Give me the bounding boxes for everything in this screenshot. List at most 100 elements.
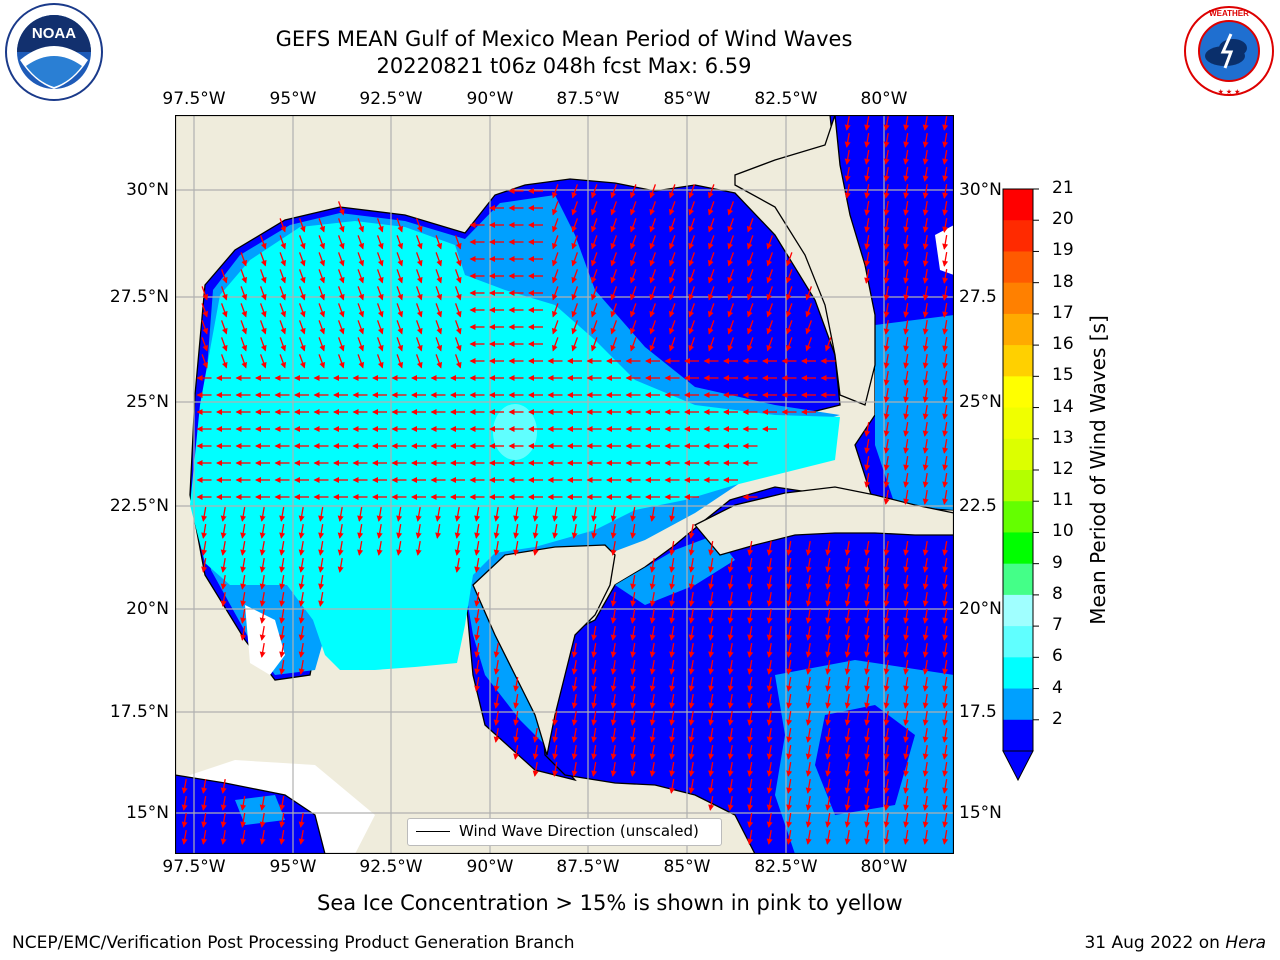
- wind-wave-arrow: [922, 659, 929, 675]
- wind-wave-arrow: [883, 727, 890, 743]
- wind-wave-arrow: [805, 659, 812, 675]
- wind-wave-arrow: [766, 778, 773, 794]
- wind-wave-arrow: [708, 659, 715, 675]
- colorbar-tick-label: 14: [1052, 396, 1074, 417]
- colorbar-segment: [1003, 563, 1033, 596]
- wind-wave-arrow: [883, 676, 890, 692]
- wind-wave-arrow: [766, 812, 773, 828]
- wind-wave-arrow: [551, 320, 559, 335]
- wind-wave-arrow: [766, 710, 773, 726]
- wind-wave-arrow: [922, 183, 929, 199]
- wind-wave-arrow: [766, 235, 774, 250]
- wind-wave-arrow: [805, 676, 812, 692]
- wind-wave-arrow: [786, 761, 793, 777]
- wind-wave-arrow: [551, 337, 559, 352]
- wind-wave-arrow: [805, 320, 813, 335]
- wind-wave-arrow: [688, 642, 695, 658]
- wind-wave-arrow: [298, 269, 306, 284]
- wind-wave-arrow: [864, 591, 871, 607]
- wind-wave-arrow: [942, 217, 949, 233]
- wind-wave-arrow: [396, 303, 404, 318]
- wind-wave-arrow: [844, 642, 851, 658]
- wind-wave-arrow: [864, 744, 871, 760]
- wind-wave-arrow: [688, 676, 695, 692]
- wind-wave-arrow: [844, 795, 851, 811]
- wind-wave-arrow: [922, 302, 929, 318]
- wind-wave-arrow: [571, 337, 579, 352]
- wind-wave-arrow: [298, 659, 305, 675]
- wind-wave-arrow: [376, 269, 384, 284]
- wind-wave-arrow: [649, 625, 656, 641]
- wind-wave-arrow: [318, 252, 326, 267]
- wind-wave-arrow: [922, 404, 929, 420]
- wind-wave-arrow: [220, 303, 228, 318]
- wind-wave-arrow: [435, 252, 443, 267]
- lon-label-top: 95°W: [269, 89, 317, 109]
- wind-wave-arrow: [727, 320, 735, 335]
- wind-wave-arrow: [825, 693, 832, 709]
- wind-wave-arrow: [883, 710, 890, 726]
- wind-wave-arrow: [630, 710, 637, 726]
- wind-wave-arrow: [435, 303, 443, 318]
- wind-wave-arrow: [708, 710, 715, 726]
- wind-wave-arrow: [942, 336, 949, 352]
- footer-right: 31 Aug 2022 on Hera: [1084, 933, 1266, 953]
- wind-wave-arrow: [610, 184, 618, 199]
- wind-wave-arrow: [551, 286, 559, 301]
- wind-wave-arrow: [805, 829, 812, 845]
- wind-wave-arrow: [318, 540, 325, 556]
- wind-wave-arrow: [727, 625, 734, 641]
- wind-wave-arrow: [766, 659, 773, 675]
- wind-wave-arrow: [707, 184, 715, 199]
- wind-wave-arrow: [805, 642, 812, 658]
- wind-wave-arrow: [220, 269, 228, 284]
- wind-wave-arrow: [454, 320, 462, 335]
- wind-wave-arrow: [922, 812, 929, 828]
- wind-wave-arrow: [922, 472, 929, 488]
- wind-wave-arrow: [903, 693, 910, 709]
- wind-wave-arrow: [318, 320, 326, 335]
- colorbar-segment: [1003, 657, 1033, 690]
- wind-wave-arrow: [766, 574, 773, 590]
- wind-wave-arrow: [942, 676, 949, 692]
- wind-wave-arrow: [318, 286, 326, 301]
- lat-label-left: 17.5°N: [109, 702, 169, 722]
- wind-wave-arrow: [590, 235, 598, 250]
- wind-wave-arrow: [376, 218, 384, 233]
- wind-wave-arrow: [649, 574, 656, 590]
- wind-wave-arrow: [551, 184, 559, 199]
- wind-wave-arrow: [766, 642, 773, 658]
- wind-wave-arrow: [552, 710, 559, 726]
- wind-wave-arrow: [240, 812, 247, 828]
- wind-wave-arrow: [298, 591, 305, 607]
- wind-wave-arrow: [571, 320, 579, 335]
- wind-wave-arrow: [825, 642, 832, 658]
- wind-wave-arrow: [825, 625, 832, 641]
- wind-wave-arrow: [844, 744, 851, 760]
- lon-label-bottom: 90°W: [466, 857, 514, 877]
- wind-wave-arrow: [825, 795, 832, 811]
- wind-wave-arrow: [629, 269, 637, 284]
- wind-wave-arrow: [240, 252, 248, 267]
- wind-wave-arrow: [396, 540, 403, 556]
- colorbar-segment: [1003, 594, 1033, 627]
- wind-wave-arrow: [610, 540, 617, 556]
- wind-wave-arrow: [649, 710, 656, 726]
- wind-wave-arrow: [707, 235, 715, 250]
- wind-wave-arrow: [766, 693, 773, 709]
- wind-wave-arrow: [747, 761, 754, 777]
- wind-wave-arrow: [785, 252, 793, 267]
- wind-wave-arrow: [629, 303, 637, 318]
- wind-wave-arrow: [864, 812, 871, 828]
- wind-wave-arrow: [903, 370, 910, 386]
- wind-wave-arrow: [805, 625, 812, 641]
- wind-wave-arrow: [922, 115, 929, 131]
- wind-wave-arrow: [883, 761, 890, 777]
- wind-wave-arrow: [903, 710, 910, 726]
- lon-label-bottom: 87.5°W: [556, 857, 620, 877]
- wind-wave-arrow: [318, 574, 325, 590]
- wind-wave-arrow: [864, 574, 871, 590]
- wind-wave-arrow: [688, 320, 696, 335]
- wind-wave-arrow: [903, 132, 910, 148]
- wind-wave-arrow: [493, 710, 500, 726]
